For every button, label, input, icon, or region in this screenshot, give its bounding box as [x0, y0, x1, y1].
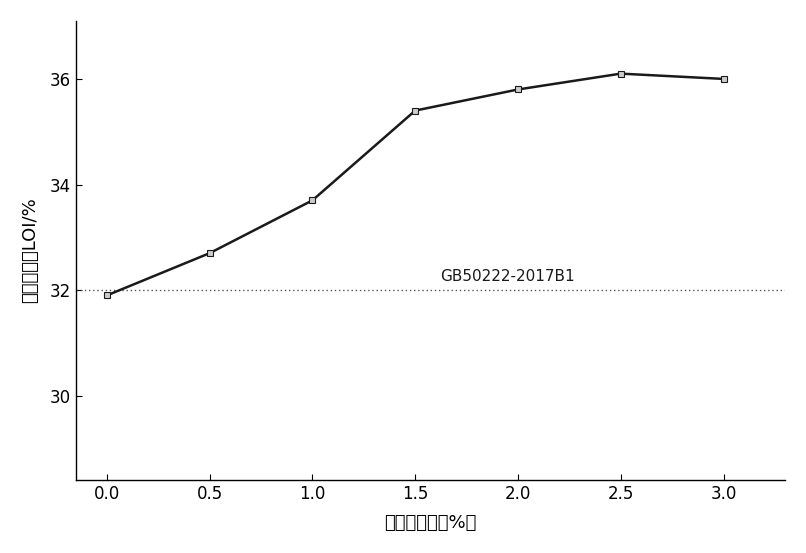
Text: GB50222-2017B1: GB50222-2017B1	[440, 269, 575, 284]
Y-axis label: 极限氧指数LOI/%: 极限氧指数LOI/%	[21, 197, 39, 304]
X-axis label: 磺化炭含量（%）: 磺化炭含量（%）	[384, 514, 477, 532]
